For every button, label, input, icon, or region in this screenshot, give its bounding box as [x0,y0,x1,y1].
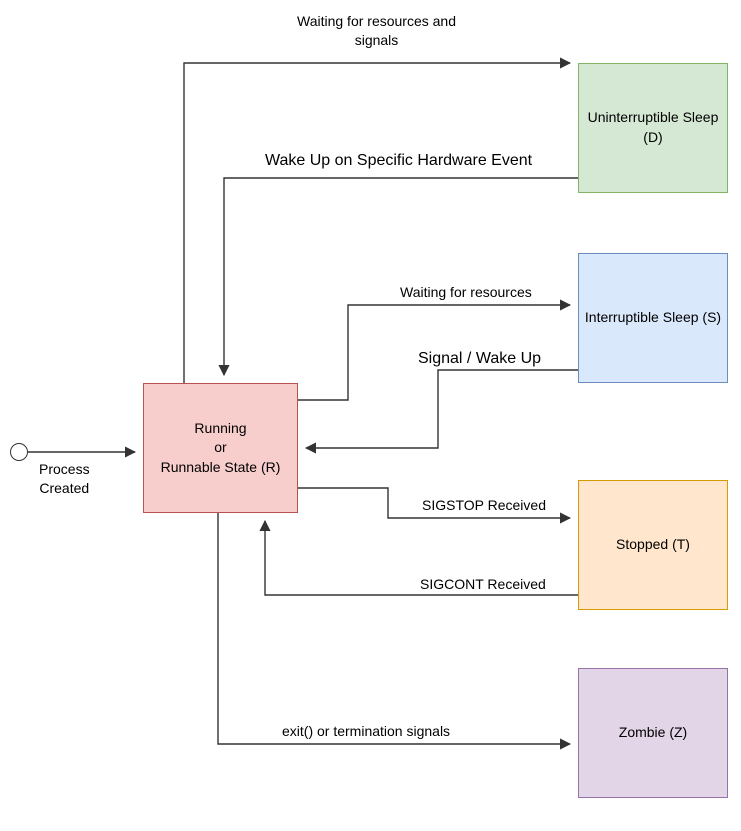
edge-running-to-zombie [218,513,570,744]
node-zombie: Zombie (Z) [578,668,728,798]
edge-running-to-uninterruptible [184,63,570,383]
label-process-created: Process Created [39,460,90,498]
edge-interruptible-to-running [306,370,578,448]
node-uninterruptible-label: Uninterruptible Sleep(D) [588,108,719,147]
node-stopped: Stopped (T) [578,480,728,610]
label-exit: exit() or termination signals [282,722,450,741]
node-uninterruptible-sleep: Uninterruptible Sleep(D) [578,63,728,193]
label-waiting-signals: Waiting for resources and signals [297,12,456,50]
label-sigcont: SIGCONT Received [420,575,546,594]
node-interruptible-label: Interruptible Sleep (S) [585,308,721,328]
node-interruptible-sleep: Interruptible Sleep (S) [578,253,728,383]
label-wake-hw: Wake Up on Specific Hardware Event [265,150,532,172]
node-zombie-label: Zombie (Z) [619,723,687,743]
node-running: RunningorRunnable State (R) [143,383,298,513]
edge-uninterruptible-to-running [224,178,578,375]
node-stopped-label: Stopped (T) [616,535,690,555]
label-waiting-resources: Waiting for resources [400,283,532,302]
node-running-label: RunningorRunnable State (R) [161,419,281,478]
start-node [10,443,28,461]
label-signal-wake: Signal / Wake Up [418,348,541,370]
label-sigstop: SIGSTOP Received [422,496,546,515]
